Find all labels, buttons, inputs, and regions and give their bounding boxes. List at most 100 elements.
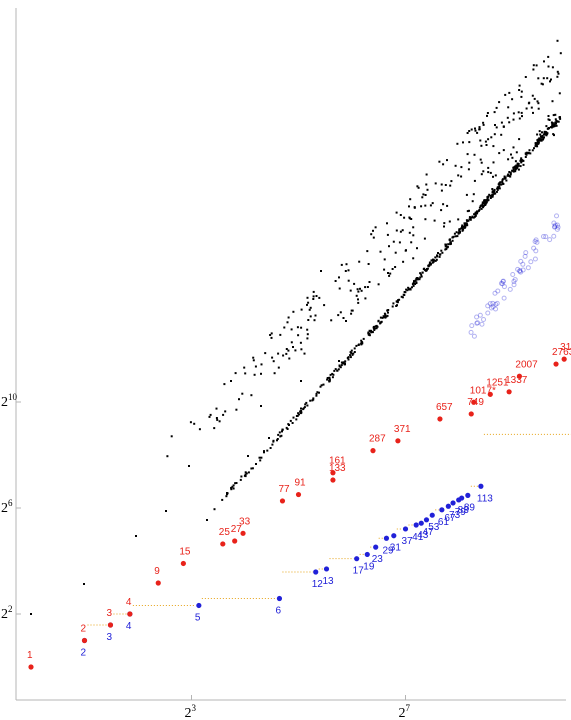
black-data-point bbox=[420, 205, 423, 208]
black-data-point bbox=[424, 204, 427, 207]
black-data-point bbox=[542, 137, 545, 140]
black-data-point bbox=[398, 241, 401, 244]
black-data-point bbox=[531, 94, 534, 97]
blue-point-label: 13 bbox=[323, 576, 335, 587]
black-data-point bbox=[366, 250, 369, 253]
black-data-point bbox=[489, 171, 492, 174]
black-data-point bbox=[367, 263, 370, 265]
black-data-point bbox=[473, 179, 476, 182]
black-data-point bbox=[230, 486, 233, 489]
black-data-point bbox=[468, 161, 471, 164]
black-data-point bbox=[189, 421, 192, 424]
black-data-point bbox=[360, 342, 363, 345]
blue-trail-point bbox=[512, 277, 518, 283]
black-data-point bbox=[330, 319, 333, 322]
black-data-point bbox=[306, 404, 309, 407]
black-data-point bbox=[377, 320, 380, 323]
black-data-point bbox=[510, 153, 512, 156]
black-data-point bbox=[224, 410, 227, 413]
black-data-point bbox=[244, 475, 247, 478]
black-data-point bbox=[428, 261, 431, 264]
black-data-point bbox=[432, 258, 434, 261]
black-data-point bbox=[235, 408, 238, 411]
black-data-point bbox=[495, 106, 498, 109]
black-data-point bbox=[535, 64, 538, 67]
black-data-point bbox=[473, 213, 476, 216]
black-data-point bbox=[478, 206, 481, 209]
black-data-point bbox=[383, 268, 386, 271]
black-data-point bbox=[473, 153, 476, 156]
black-data-point bbox=[506, 116, 509, 119]
black-data-point bbox=[474, 213, 477, 216]
black-data-point bbox=[252, 359, 255, 362]
black-data-point bbox=[458, 231, 461, 234]
black-data-point bbox=[512, 166, 515, 169]
black-data-point bbox=[483, 200, 486, 203]
blue-data-point bbox=[391, 533, 397, 539]
black-data-point bbox=[524, 156, 527, 158]
black-data-point bbox=[391, 268, 394, 270]
blue-point-label: 5 bbox=[195, 612, 201, 623]
black-data-point bbox=[239, 478, 242, 481]
black-data-point bbox=[359, 287, 361, 290]
black-data-point bbox=[487, 166, 490, 169]
black-data-point bbox=[468, 130, 471, 132]
black-data-point bbox=[357, 290, 360, 293]
black-data-point bbox=[543, 60, 545, 63]
black-data-point bbox=[303, 352, 306, 355]
black-data-point bbox=[406, 289, 409, 292]
black-data-point bbox=[245, 472, 248, 475]
black-data-point bbox=[413, 280, 415, 283]
blue-trail-point bbox=[518, 269, 524, 275]
blue-data-point bbox=[439, 507, 445, 513]
black-data-point bbox=[374, 226, 377, 229]
black-data-point bbox=[356, 288, 359, 291]
red-point-label: 161 bbox=[329, 456, 346, 467]
red-data-point bbox=[232, 538, 238, 544]
black-data-point bbox=[387, 309, 390, 311]
black-data-point bbox=[235, 482, 238, 484]
x-tick-label: 27 bbox=[399, 703, 411, 720]
black-data-point bbox=[379, 316, 382, 319]
black-data-point bbox=[539, 133, 542, 136]
black-data-point bbox=[472, 216, 475, 219]
black-data-point bbox=[225, 495, 228, 498]
red-data-point bbox=[28, 664, 34, 670]
black-data-point bbox=[463, 223, 466, 226]
black-data-point bbox=[488, 193, 491, 196]
black-data-point bbox=[281, 430, 283, 433]
black-data-point bbox=[360, 289, 363, 292]
black-data-point bbox=[417, 186, 420, 189]
black-data-point bbox=[485, 144, 488, 146]
blue-trail-point bbox=[495, 288, 501, 294]
black-data-point bbox=[500, 121, 503, 124]
black-data-point bbox=[402, 260, 405, 263]
blue-trail-point bbox=[498, 280, 504, 286]
blue-trail-point bbox=[533, 237, 539, 243]
black-data-point bbox=[520, 90, 523, 93]
black-data-point bbox=[481, 202, 484, 205]
black-data-point bbox=[474, 129, 477, 132]
blue-data-point bbox=[323, 566, 330, 572]
black-data-point bbox=[370, 331, 373, 334]
axes bbox=[15, 8, 566, 701]
red-data-point bbox=[107, 622, 114, 628]
black-data-point bbox=[269, 334, 272, 336]
black-data-point bbox=[383, 258, 386, 261]
red-data-point bbox=[516, 373, 523, 379]
black-data-point bbox=[399, 230, 402, 233]
black-data-point bbox=[399, 214, 402, 216]
black-data-point bbox=[386, 314, 389, 317]
black-data-point bbox=[297, 412, 300, 415]
black-data-point bbox=[430, 259, 433, 262]
black-data-point bbox=[388, 245, 390, 248]
black-data-point bbox=[417, 278, 419, 281]
black-data-point bbox=[494, 192, 497, 195]
black-data-point bbox=[304, 403, 307, 406]
blue-point-label: 79 bbox=[455, 507, 467, 518]
black-data-point bbox=[368, 281, 371, 283]
black-data-point bbox=[355, 294, 358, 297]
black-data-point bbox=[521, 159, 524, 162]
black-data-point bbox=[299, 412, 302, 415]
